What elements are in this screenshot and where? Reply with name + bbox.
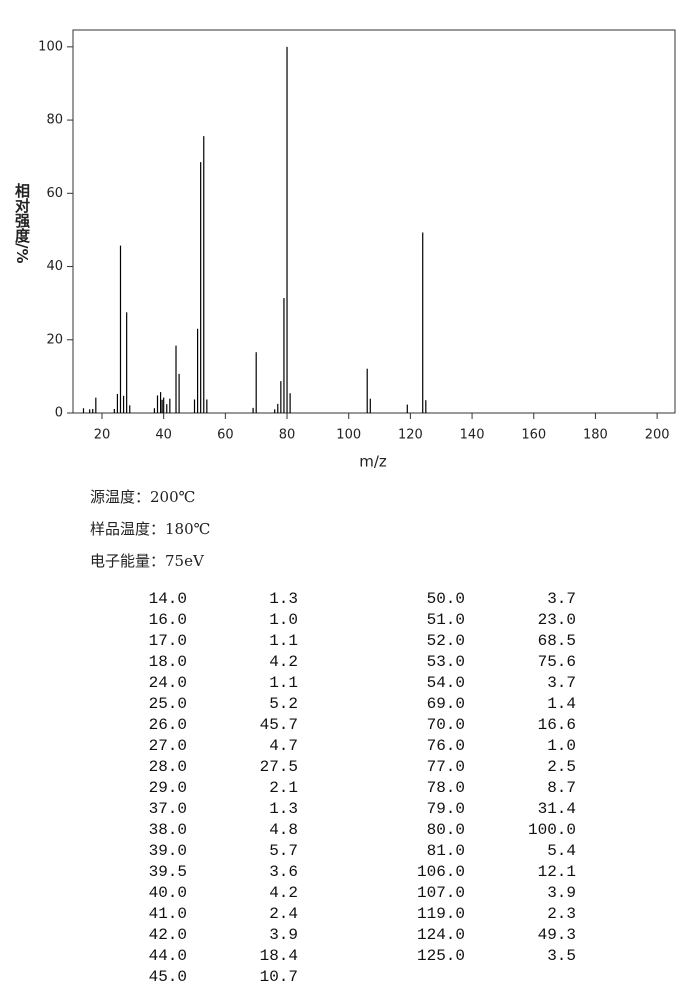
mz-cell: 69.0 bbox=[426, 695, 465, 713]
x-tick-label: 20 bbox=[94, 428, 111, 443]
mz-cell: 39.0 bbox=[148, 842, 187, 860]
plot-frame bbox=[72, 29, 676, 414]
intensity-cell: 5.7 bbox=[269, 842, 298, 860]
info-line: 源温度：200℃ bbox=[90, 488, 196, 506]
mz-cell: 29.0 bbox=[148, 779, 187, 797]
mz-cell: 77.0 bbox=[426, 758, 465, 776]
mz-cell: 14.0 bbox=[148, 590, 187, 608]
info-line: 电子能量：75eV bbox=[90, 552, 204, 570]
y-tick-label: 60 bbox=[46, 186, 63, 201]
mz-cell: 24.0 bbox=[148, 674, 187, 692]
x-tick-label: 60 bbox=[217, 428, 234, 443]
intensity-cell: 2.4 bbox=[269, 905, 298, 923]
intensity-cell: 2.1 bbox=[269, 779, 298, 797]
mz-cell: 25.0 bbox=[148, 695, 187, 713]
intensity-cell: 2.3 bbox=[547, 905, 576, 923]
intensity-cell: 5.2 bbox=[269, 695, 298, 713]
x-tick-label: 180 bbox=[583, 428, 608, 443]
intensity-cell: 8.7 bbox=[547, 779, 576, 797]
x-tick-label: 120 bbox=[398, 428, 423, 443]
mz-cell: 26.0 bbox=[148, 716, 187, 734]
intensity-cell: 100.0 bbox=[527, 821, 576, 839]
mz-cell: 51.0 bbox=[426, 611, 465, 629]
mz-cell: 50.0 bbox=[426, 590, 465, 608]
intensity-cell: 1.3 bbox=[269, 590, 298, 608]
y-tick-label: 100 bbox=[38, 39, 63, 54]
mz-cell: 79.0 bbox=[426, 800, 465, 818]
mz-cell: 45.0 bbox=[148, 968, 187, 986]
mz-cell: 54.0 bbox=[426, 674, 465, 692]
y-tick-label: 40 bbox=[46, 259, 63, 274]
mz-cell: 44.0 bbox=[148, 947, 187, 965]
info-line: 样品温度：180℃ bbox=[90, 520, 211, 538]
intensity-cell: 68.5 bbox=[537, 632, 576, 650]
y-axis-label: 相对强度/% bbox=[13, 183, 31, 264]
intensity-cell: 18.4 bbox=[259, 947, 298, 965]
mz-cell: 81.0 bbox=[426, 842, 465, 860]
intensity-cell: 4.8 bbox=[269, 821, 298, 839]
intensity-cell: 4.2 bbox=[269, 884, 298, 902]
intensity-cell: 3.7 bbox=[547, 674, 576, 692]
y-tick-label: 20 bbox=[46, 332, 63, 347]
intensity-cell: 1.0 bbox=[269, 611, 298, 629]
chart: m/z 0 20 40 60 80 100 20 40 60 80 100 120 140 160 180 2… bbox=[38, 29, 676, 471]
mz-cell: 28.0 bbox=[148, 758, 187, 776]
intensity-cell: 12.1 bbox=[537, 863, 576, 881]
intensity-cell: 31.4 bbox=[537, 800, 576, 818]
mz-cell: 124.0 bbox=[416, 926, 465, 944]
intensity-cell: 10.7 bbox=[259, 968, 298, 986]
x-tick-label: 80 bbox=[279, 428, 296, 443]
mz-cell: 106.0 bbox=[416, 863, 465, 881]
intensity-cell: 1.1 bbox=[269, 674, 298, 692]
intensity-cell: 1.4 bbox=[547, 695, 576, 713]
intensity-cell: 27.5 bbox=[259, 758, 298, 776]
intensity-cell: 49.3 bbox=[537, 926, 576, 944]
mz-cell: 125.0 bbox=[416, 947, 465, 965]
y-tick-label: 0 bbox=[55, 406, 63, 421]
x-tick-label: 160 bbox=[521, 428, 546, 443]
mz-cell: 107.0 bbox=[416, 884, 465, 902]
intensity-cell: 3.6 bbox=[269, 863, 298, 881]
mz-cell: 70.0 bbox=[426, 716, 465, 734]
mz-cell: 41.0 bbox=[148, 905, 187, 923]
mz-cell: 42.0 bbox=[148, 926, 187, 944]
mz-cell: 39.5 bbox=[148, 863, 187, 881]
x-tick-label: 100 bbox=[336, 428, 361, 443]
mz-cell: 76.0 bbox=[426, 737, 465, 755]
mz-cell: 78.0 bbox=[426, 779, 465, 797]
mz-cell: 37.0 bbox=[148, 800, 187, 818]
intensity-cell: 3.9 bbox=[269, 926, 298, 944]
y-tick-label: 80 bbox=[46, 113, 63, 128]
mz-cell: 52.0 bbox=[426, 632, 465, 650]
mz-cell: 38.0 bbox=[148, 821, 187, 839]
mz-cell: 27.0 bbox=[148, 737, 187, 755]
intensity-cell: 16.6 bbox=[537, 716, 576, 734]
mz-cell: 17.0 bbox=[148, 632, 187, 650]
intensity-cell: 4.2 bbox=[269, 653, 298, 671]
mz-cell: 40.0 bbox=[148, 884, 187, 902]
intensity-cell: 1.0 bbox=[547, 737, 576, 755]
intensity-cell: 5.4 bbox=[547, 842, 576, 860]
intensity-cell: 3.9 bbox=[547, 884, 576, 902]
mz-cell: 53.0 bbox=[426, 653, 465, 671]
mz-cell: 80.0 bbox=[426, 821, 465, 839]
x-tick-label: 140 bbox=[460, 428, 485, 443]
intensity-cell: 23.0 bbox=[537, 611, 576, 629]
mz-cell: 18.0 bbox=[148, 653, 187, 671]
intensity-cell: 75.6 bbox=[537, 653, 576, 671]
intensity-cell: 1.1 bbox=[269, 632, 298, 650]
x-axis-label: m/z bbox=[359, 453, 387, 471]
mz-cell: 16.0 bbox=[148, 611, 187, 629]
x-tick-label: 200 bbox=[645, 428, 670, 443]
x-tick-label: 40 bbox=[155, 428, 172, 443]
intensity-cell: 2.5 bbox=[547, 758, 576, 776]
mz-cell: 119.0 bbox=[416, 905, 465, 923]
intensity-cell: 45.7 bbox=[259, 716, 298, 734]
intensity-cell: 1.3 bbox=[269, 800, 298, 818]
intensity-cell: 4.7 bbox=[269, 737, 298, 755]
intensity-cell: 3.5 bbox=[547, 947, 576, 965]
intensity-cell: 3.7 bbox=[547, 590, 576, 608]
